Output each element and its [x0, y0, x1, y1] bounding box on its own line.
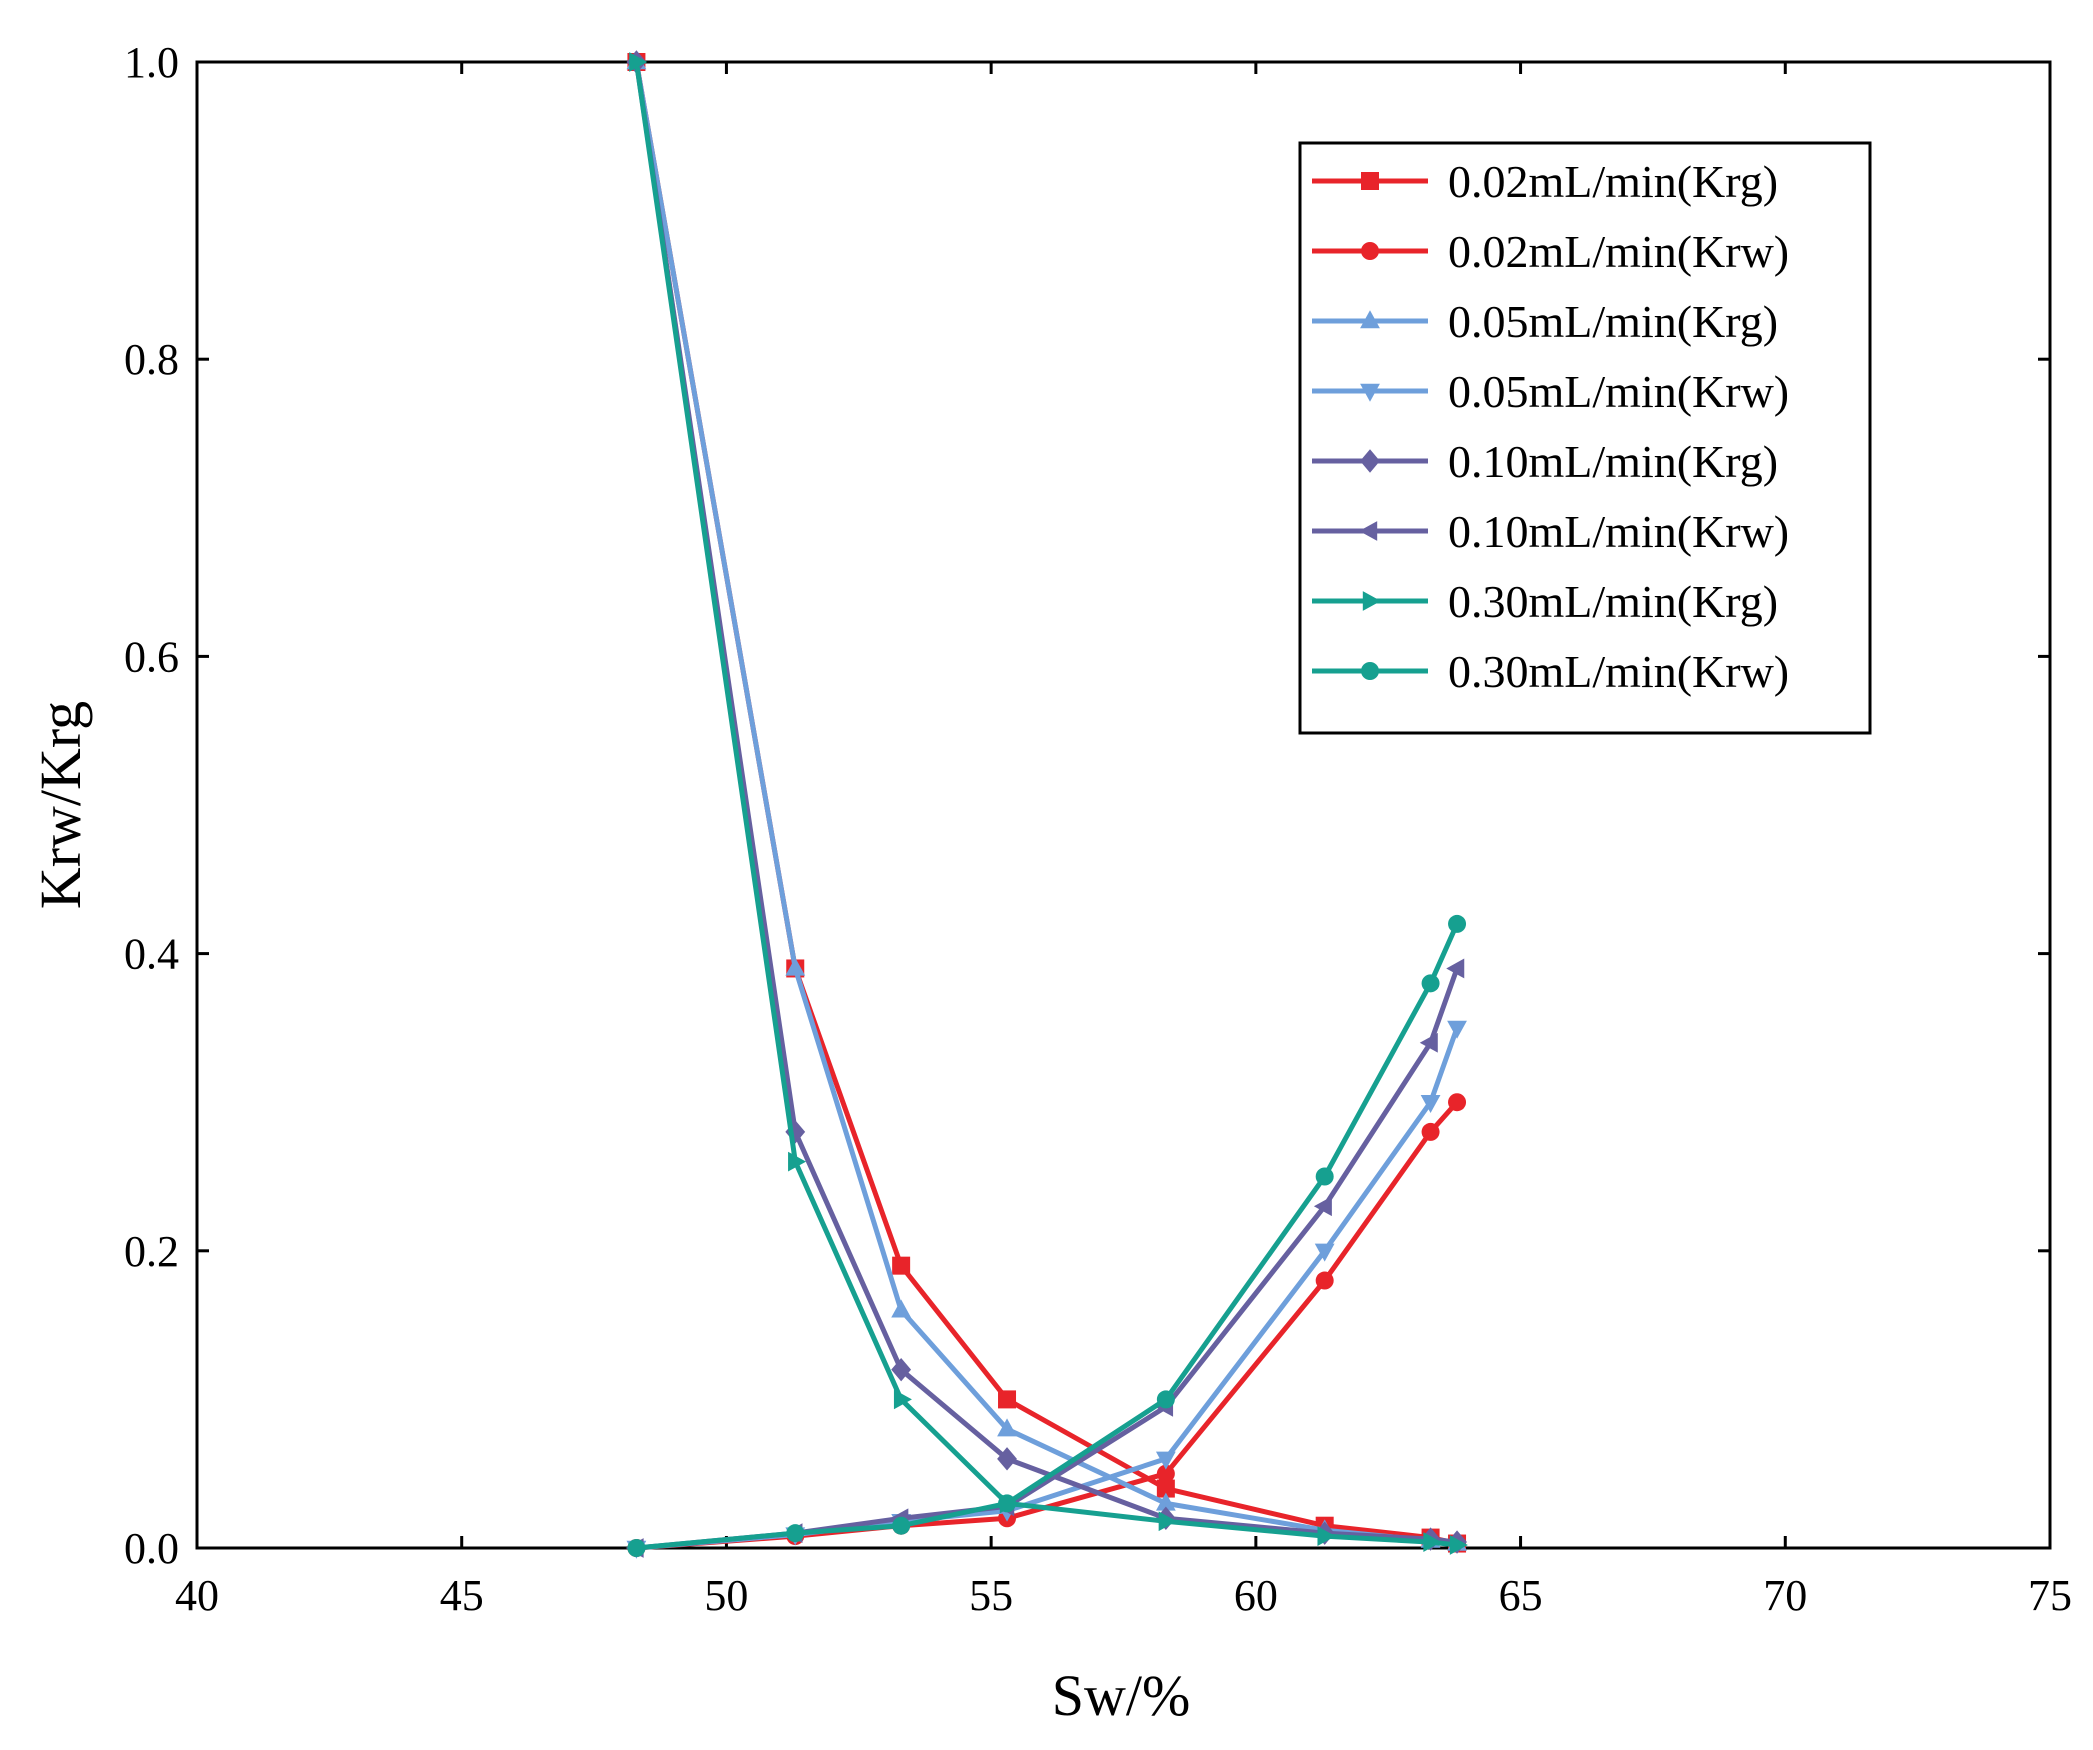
data-point — [998, 1390, 1017, 1409]
data-point — [1420, 1095, 1441, 1113]
data-point — [1448, 914, 1467, 933]
data-point — [997, 1447, 1017, 1471]
data-point — [891, 1299, 912, 1318]
data-point — [1314, 1243, 1335, 1262]
y-tick-label: 0.4 — [124, 930, 179, 979]
data-point — [786, 1524, 805, 1543]
legend-item: 0.10mL/min(Krw) — [1312, 506, 1789, 557]
data-point — [1449, 1535, 1468, 1555]
legend-item: 0.30mL/min(Krw) — [1312, 646, 1789, 697]
data-point — [997, 1418, 1017, 1437]
legend-item: 0.10mL/min(Krg) — [1312, 436, 1778, 487]
x-tick-label: 60 — [1234, 1571, 1278, 1620]
legend-label: 0.30mL/min(Krg) — [1448, 576, 1778, 627]
data-point — [1156, 1479, 1175, 1498]
data-point — [892, 1256, 911, 1275]
legend-label: 0.10mL/min(Krg) — [1448, 436, 1778, 487]
data-point — [627, 1539, 646, 1557]
series-line — [636, 1027, 1460, 1551]
series-line — [633, 61, 1458, 1548]
legend-swatch-marker — [1359, 521, 1378, 541]
series-group — [625, 50, 1468, 1559]
y-tick-label: 0.2 — [124, 1227, 179, 1276]
series-line — [636, 922, 1460, 1551]
data-point — [788, 1151, 807, 1172]
data-point — [1421, 1122, 1440, 1141]
legend-box — [1298, 141, 1872, 735]
y-tick-label: 1.0 — [124, 38, 179, 87]
legend-swatch-marker — [1360, 310, 1380, 329]
data-point — [1156, 1464, 1175, 1483]
x-tick-label: 45 — [440, 1571, 484, 1620]
legend-swatch-marker — [1360, 383, 1380, 402]
data-point — [629, 52, 648, 72]
legend-label: 0.10mL/min(Krw) — [1448, 506, 1789, 557]
series-2 — [627, 1093, 1467, 1557]
legend-swatch-marker — [1360, 449, 1380, 473]
x-tick-label: 55 — [969, 1571, 1013, 1620]
x-tick-label: 40 — [175, 1571, 219, 1620]
plot-frame — [195, 60, 2052, 1550]
legend-swatch-marker — [1361, 172, 1379, 190]
data-point — [1423, 1532, 1442, 1552]
x-tick-label: 75 — [2028, 1571, 2072, 1620]
data-point — [1419, 1032, 1438, 1053]
legend-swatch-marker — [1361, 662, 1379, 680]
data-point — [892, 1516, 911, 1535]
legend-swatch-marker — [1361, 242, 1379, 260]
data-point — [1315, 1271, 1334, 1290]
legend-label: 0.02mL/min(Krw) — [1448, 226, 1789, 277]
legend-item: 0.02mL/min(Krw) — [1312, 226, 1789, 277]
x-tick-label: 70 — [1763, 1571, 1807, 1620]
series-line — [633, 61, 1458, 1545]
legend-item: 0.02mL/min(Krg) — [1312, 156, 1778, 207]
data-point — [1446, 958, 1465, 979]
y-tick-label: 0.0 — [124, 1524, 179, 1573]
data-point — [891, 1357, 912, 1382]
data-point — [1156, 1390, 1175, 1409]
axes: 40 45 50 55 60 65 70 75 0.0 0.2 0.4 0.6 0.8 1.0 — [124, 38, 2072, 1620]
x-tick-label: 50 — [704, 1571, 748, 1620]
legend-label: 0.30mL/min(Krw) — [1448, 646, 1789, 697]
legend-item: 0.05mL/min(Krg) — [1312, 296, 1778, 347]
legend-item: 0.05mL/min(Krw) — [1312, 366, 1789, 417]
series-8 — [627, 914, 1467, 1557]
series-line — [636, 967, 1460, 1551]
data-point — [1155, 1492, 1176, 1511]
x-axis-title: Sw/% — [1052, 1663, 1191, 1728]
data-point — [1447, 1020, 1467, 1039]
legend-label: 0.02mL/min(Krg) — [1448, 156, 1778, 207]
data-point — [785, 957, 806, 976]
x-tick-label: 65 — [1499, 1571, 1543, 1620]
legend-swatch-marker — [1362, 591, 1381, 611]
y-tick-label: 0.6 — [124, 632, 179, 681]
data-point — [1315, 1167, 1334, 1186]
data-point — [1448, 1093, 1467, 1112]
y-axis-title: Krw/Krg — [28, 701, 93, 909]
legend-label: 0.05mL/min(Krg) — [1448, 296, 1778, 347]
data-point — [1155, 1451, 1176, 1470]
y-tick-label: 0.8 — [124, 335, 179, 384]
data-point — [1158, 1511, 1177, 1532]
data-point — [893, 1389, 912, 1410]
legend: 0.02mL/min(Krg) 0.02mL/min(Krw) 0.05mL/min… — [1298, 141, 1872, 735]
legend-label: 0.05mL/min(Krw) — [1448, 366, 1789, 417]
data-point — [1317, 1526, 1336, 1547]
data-point — [1421, 974, 1440, 993]
data-point — [1313, 1196, 1332, 1217]
data-point — [998, 1494, 1017, 1513]
legend-item: 0.30mL/min(Krg) — [1312, 576, 1778, 627]
